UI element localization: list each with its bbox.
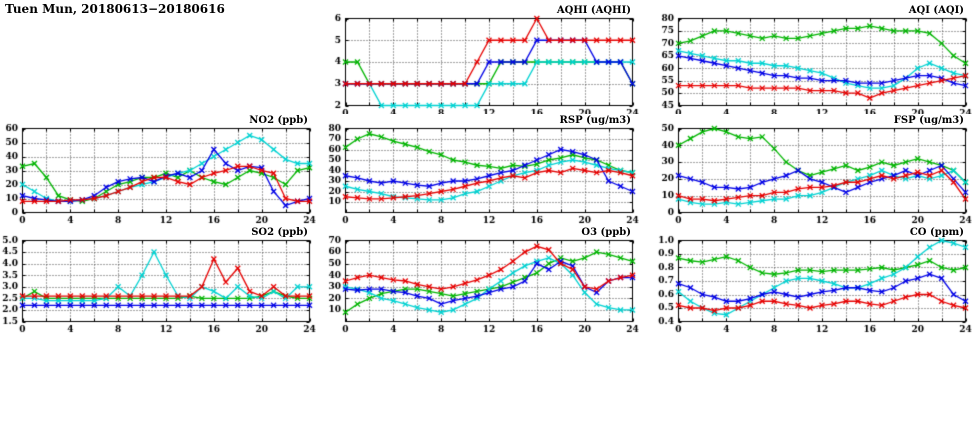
aqi-chart-title: AQI (AQI) — [908, 5, 964, 16]
aqhi-chart: AQHI (AQHI) — [319, 4, 639, 122]
o3-plot-canvas — [319, 226, 639, 338]
co-plot-canvas — [652, 226, 972, 338]
so2-chart-title: SO2 (ppb) — [251, 227, 308, 238]
rsp-chart-title: RSP (ug/m3) — [559, 115, 631, 126]
so2-chart: SO2 (ppb) — [0, 226, 316, 338]
so2-plot-canvas — [0, 226, 316, 338]
fsp-plot-canvas — [652, 114, 972, 229]
fsp-chart-title: FSP (ug/m3) — [893, 115, 964, 126]
co-chart: CO (ppm) — [652, 226, 972, 338]
aqhi-plot-canvas — [319, 4, 639, 122]
rsp-chart: RSP (ug/m3) — [319, 114, 639, 229]
aqi-chart: AQI (AQI) — [652, 4, 972, 122]
aqi-plot-canvas — [652, 4, 972, 122]
no2-chart-title: NO2 (ppb) — [249, 115, 308, 126]
aqhi-chart-title: AQHI (AQHI) — [556, 5, 631, 16]
page-title: Tuen Mun, 20180613−20180616 — [5, 2, 225, 16]
no2-chart: NO2 (ppb) — [0, 114, 316, 229]
o3-chart: O3 (ppb) — [319, 226, 639, 338]
fsp-chart: FSP (ug/m3) — [652, 114, 972, 229]
rsp-plot-canvas — [319, 114, 639, 229]
no2-plot-canvas — [0, 114, 316, 229]
co-chart-title: CO (ppm) — [909, 227, 964, 238]
o3-chart-title: O3 (ppb) — [581, 227, 631, 238]
